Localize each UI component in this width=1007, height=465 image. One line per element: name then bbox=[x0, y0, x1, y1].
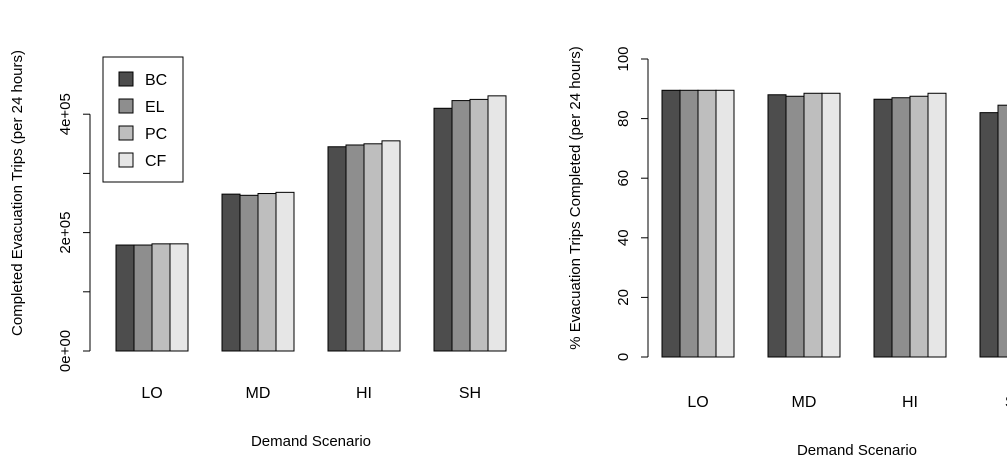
bar-lo-pc bbox=[697, 89, 717, 358]
bar-hi-bc bbox=[873, 98, 893, 358]
bar-lo-bc bbox=[661, 89, 681, 358]
x-axis-title: Demand Scenario bbox=[797, 442, 917, 459]
legend-swatch-el bbox=[118, 98, 134, 114]
x-tick-label: SH bbox=[459, 385, 481, 402]
bar-md-pc bbox=[257, 193, 277, 352]
bar-hi-el bbox=[345, 144, 365, 352]
legend-swatch-pc bbox=[118, 125, 134, 141]
y-tick-label: 20 bbox=[615, 289, 632, 306]
bar-lo-pc bbox=[151, 243, 171, 352]
bar-md-el bbox=[239, 194, 259, 352]
bar-hi-bc bbox=[327, 146, 347, 352]
bar-md-el bbox=[785, 95, 805, 358]
x-tick-label: MD bbox=[246, 385, 271, 402]
bar-hi-cf bbox=[381, 140, 401, 352]
x-tick-label: LO bbox=[687, 394, 708, 411]
bar-sh-cf bbox=[487, 95, 507, 352]
legend-box bbox=[102, 56, 184, 183]
y-tick-label: 2e+05 bbox=[57, 212, 74, 254]
x-tick-label: HI bbox=[902, 394, 918, 411]
bar-md-cf bbox=[821, 92, 841, 358]
bar-hi-pc bbox=[909, 95, 929, 358]
bar-md-bc bbox=[221, 193, 241, 352]
legend-label-cf: CF bbox=[145, 153, 167, 170]
legend-swatch-bc bbox=[118, 71, 134, 87]
bar-hi-cf bbox=[927, 92, 947, 358]
y-axis-title: % Evacuation Trips Completed (per 24 hou… bbox=[567, 46, 584, 349]
x-tick-label: HI bbox=[356, 385, 372, 402]
legend: BC EL PC CF bbox=[102, 56, 184, 183]
bar-lo-cf bbox=[715, 89, 735, 358]
bar-lo-cf bbox=[169, 243, 189, 352]
bar-hi-pc bbox=[363, 143, 383, 352]
bar-sh-pc bbox=[469, 98, 489, 352]
bar-lo-el bbox=[679, 89, 699, 358]
y-tick-label: 40 bbox=[615, 229, 632, 246]
chart-1: LO MD HI SH 0e+00 2e+05 4e+05 Demand Scenario Co… bbox=[9, 50, 507, 450]
y-tick-label: 0e+00 bbox=[57, 330, 74, 372]
legend-label-bc: BC bbox=[145, 72, 167, 89]
x-tick-label: LO bbox=[141, 385, 162, 402]
y-tick-label: 4e+05 bbox=[57, 93, 74, 135]
y-tick-label: 60 bbox=[615, 170, 632, 187]
bar-sh-bc bbox=[433, 107, 453, 352]
y-tick-label: 0 bbox=[615, 353, 632, 361]
bar-md-pc bbox=[803, 92, 823, 358]
chart-2: LO MD HI SH 0 20 40 60 80 100 Demand Scenario % Eva… bbox=[567, 46, 1007, 459]
bar-lo-bc bbox=[115, 244, 135, 352]
bar-sh-el bbox=[451, 100, 471, 352]
bar-sh-bc bbox=[979, 112, 999, 358]
x-tick-label: SH bbox=[1005, 394, 1007, 411]
bar-hi-el bbox=[891, 97, 911, 358]
bar-sh-el bbox=[997, 104, 1007, 358]
bar-md-bc bbox=[767, 94, 787, 358]
legend-label-pc: PC bbox=[145, 126, 167, 143]
y-tick-label: 100 bbox=[615, 46, 632, 71]
bar-md-cf bbox=[275, 191, 295, 352]
legend-label-el: EL bbox=[145, 99, 165, 116]
x-axis-title: Demand Scenario bbox=[251, 433, 371, 450]
y-tick-label: 80 bbox=[615, 110, 632, 127]
bar-lo-el bbox=[133, 244, 153, 352]
legend-swatch-cf bbox=[118, 152, 134, 168]
x-tick-label: MD bbox=[792, 394, 817, 411]
y-axis-title: Completed Evacuation Trips (per 24 hours… bbox=[9, 50, 26, 336]
